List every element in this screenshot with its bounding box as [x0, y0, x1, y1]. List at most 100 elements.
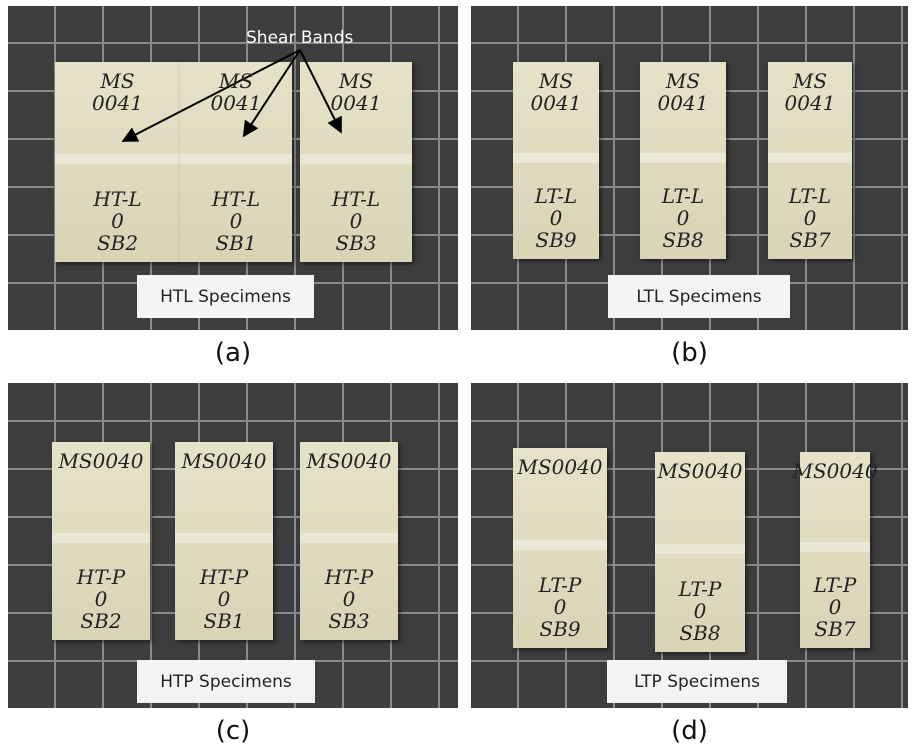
marking-line: MS	[666, 70, 700, 92]
shear-band	[655, 544, 745, 554]
specimen-marking: MS0040	[306, 450, 391, 472]
marking-line: 0	[677, 207, 690, 229]
marking-line: MS0040	[181, 450, 266, 472]
marking-line: MS0040	[657, 460, 742, 482]
marking-line: LT-P	[679, 578, 722, 600]
marking-line: 0	[694, 600, 707, 622]
marking-line: SB3	[335, 232, 376, 254]
marking-line: SB7	[789, 229, 830, 251]
marking-line: 0	[550, 207, 563, 229]
marking-line: SB8	[662, 229, 703, 251]
marking-line: 0041	[331, 92, 382, 114]
marking-line: SB3	[328, 610, 369, 632]
marking-line: 0	[829, 596, 842, 618]
marking-line: 0	[804, 207, 817, 229]
marking-line: 0041	[211, 92, 262, 114]
shear-band	[640, 153, 726, 163]
marking-line: SB2	[80, 610, 121, 632]
marking-line: MS	[219, 70, 253, 92]
specimen-marking: MS0040	[517, 456, 602, 478]
marking-line: 0	[218, 588, 231, 610]
marking-line: HT-P	[200, 566, 248, 588]
shear-band	[768, 153, 852, 163]
marking-line: HT-L	[212, 188, 260, 210]
marking-line: 0041	[92, 92, 143, 114]
arrows	[8, 6, 458, 330]
marking-line: SB7	[814, 618, 855, 640]
specimen-label: LTP Specimens	[607, 660, 787, 703]
marking-line: MS	[793, 70, 827, 92]
shear-band	[52, 533, 150, 543]
marking-line: SB2	[97, 232, 138, 254]
marking-line: MS	[100, 70, 134, 92]
figure: (() => { const data = JSON.parse(documen…	[0, 0, 913, 755]
marking-line: HT-P	[77, 566, 125, 588]
panel-caption: (c)	[203, 716, 263, 746]
marking-line: LT-P	[539, 574, 582, 596]
shear-band	[800, 542, 870, 552]
marking-line: LT-P	[814, 574, 857, 596]
specimen-label: HTP Specimens	[137, 660, 315, 703]
marking-line: LT-L	[789, 185, 831, 207]
panel-caption: (a)	[203, 338, 263, 368]
specimen-marking: MS0040	[792, 460, 877, 482]
marking-line: SB8	[679, 622, 720, 644]
marking-line: SB9	[539, 618, 580, 640]
marking-line: 0041	[658, 92, 709, 114]
marking-line: 0	[230, 210, 243, 232]
marking-line: MS	[539, 70, 573, 92]
specimen-label: LTL Specimens	[608, 275, 790, 318]
panel-caption: (b)	[660, 338, 720, 368]
marking-line: 0	[95, 588, 108, 610]
specimen-marking: LT-P0SB9	[539, 574, 582, 640]
specimen-marking: HT-P0SB2	[77, 566, 125, 632]
marking-line: MS	[339, 70, 373, 92]
marking-line: 0	[111, 210, 124, 232]
marking-line: 0041	[785, 92, 836, 114]
marking-line: 0	[554, 596, 567, 618]
marking-line: LT-L	[535, 185, 577, 207]
marking-line: MS0040	[517, 456, 602, 478]
marking-line: HT-L	[332, 188, 380, 210]
panel-caption: (d)	[660, 716, 720, 746]
specimen-marking: MS0040	[181, 450, 266, 472]
shear-band	[513, 153, 599, 163]
shear-band	[175, 533, 273, 543]
marking-line: SB1	[215, 232, 256, 254]
shear-band	[300, 533, 398, 543]
marking-line: MS0040	[792, 460, 877, 482]
specimen-marking: MS0040	[657, 460, 742, 482]
marking-line: MS0040	[58, 450, 143, 472]
marking-line: 0	[343, 588, 356, 610]
marking-line: SB9	[535, 229, 576, 251]
marking-line: MS0040	[306, 450, 391, 472]
marking-line: HT-P	[325, 566, 373, 588]
